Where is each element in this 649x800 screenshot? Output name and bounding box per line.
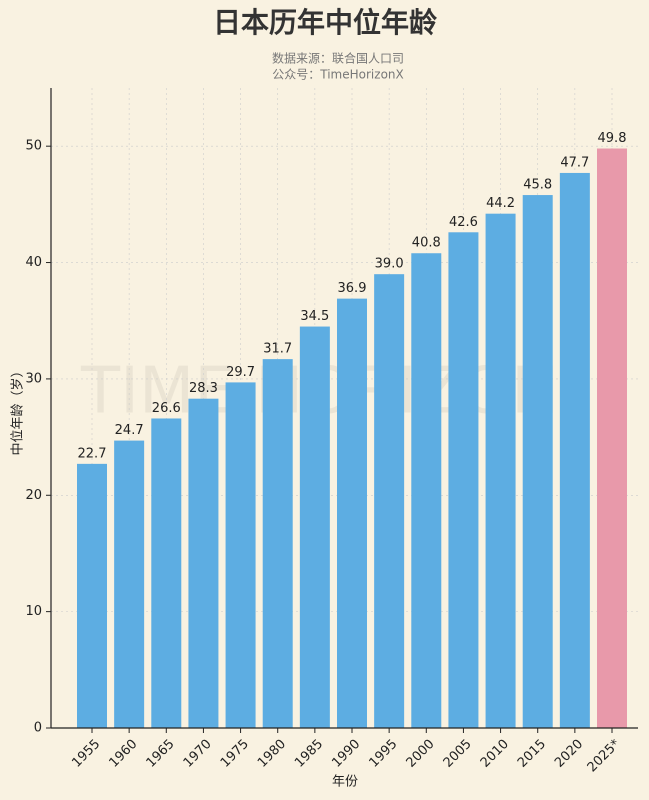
bar [188,398,219,728]
chart-title: 日本历年中位年龄 [213,6,438,39]
value-label: 26.6 [152,401,181,416]
y-tick-label: 30 [25,371,42,386]
bar [559,172,590,729]
bar [151,418,182,728]
bar [411,253,442,728]
y-tick-label: 0 [34,721,42,736]
y-tick-label: 50 [25,139,42,154]
y-axis-label: 中位年龄（岁） [11,364,26,455]
value-label: 44.2 [486,196,515,211]
value-label: 49.8 [598,131,627,146]
bar [597,148,627,728]
chart-subtitle: 公众号：TimeHorizonX [272,68,403,82]
bar [299,326,330,728]
y-tick-label: 20 [25,488,42,503]
bar [77,463,107,728]
value-label: 24.7 [115,423,144,438]
value-label: 45.8 [523,178,552,193]
bar [225,382,256,728]
value-label: 40.8 [412,236,441,251]
chart-subtitle: 数据来源：联合国人口司 [272,51,404,66]
bar [522,195,553,728]
value-label: 31.7 [263,342,292,357]
bar [485,213,516,728]
value-label: 22.7 [78,446,107,461]
bar [114,440,145,728]
y-tick-label: 10 [25,604,42,619]
value-label: 36.9 [338,281,367,296]
x-axis-label: 年份 [332,775,358,790]
bar [262,359,293,728]
value-label: 34.5 [300,309,329,324]
value-label: 39.0 [375,257,404,272]
value-label: 28.3 [189,381,218,396]
bar [448,232,479,729]
bar [374,274,405,728]
value-label: 42.6 [449,215,478,230]
bar [337,298,367,728]
y-tick-label: 40 [25,255,42,270]
value-label: 29.7 [226,365,255,380]
value-label: 47.7 [560,155,589,170]
